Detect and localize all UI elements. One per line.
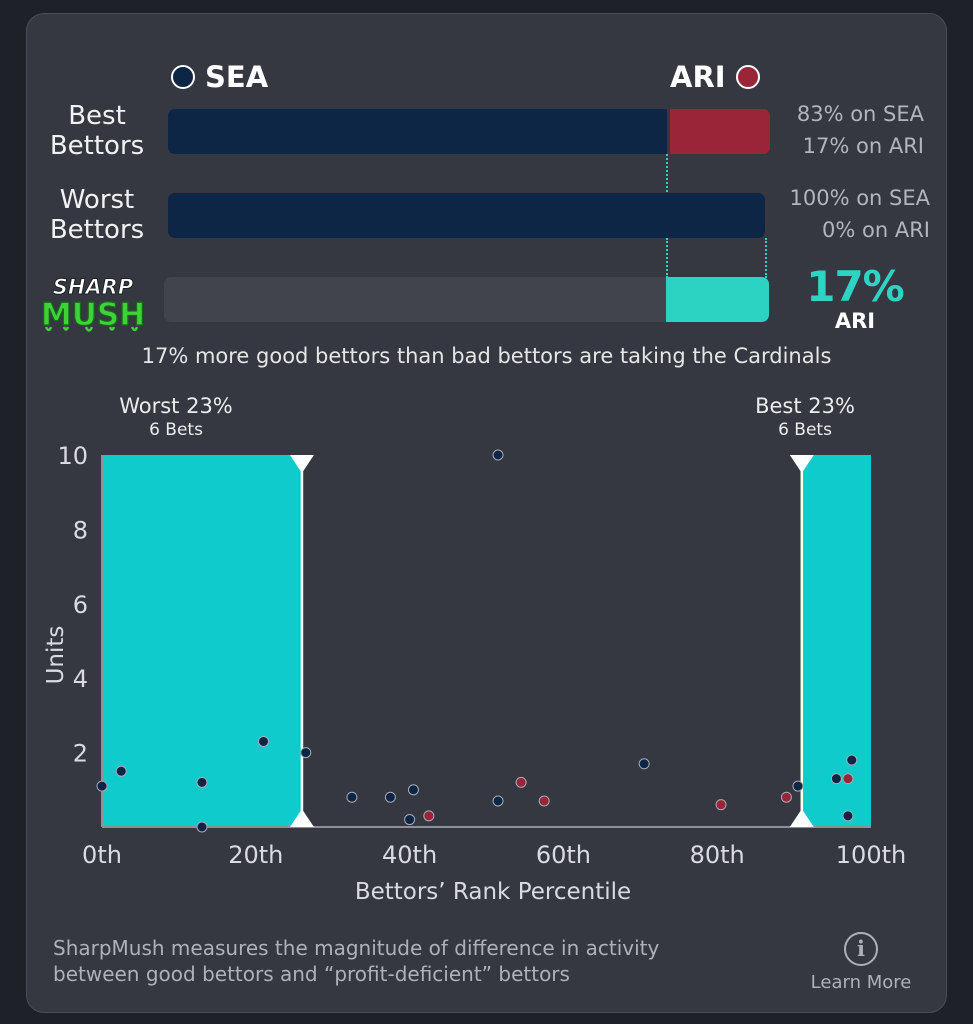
team-ari-header: ARI xyxy=(670,60,760,94)
data-point-sea xyxy=(115,765,127,777)
info-icon: i xyxy=(844,932,878,966)
data-point-ari xyxy=(423,810,435,822)
best-bettors-pct: 83% on SEA 17% on ARI xyxy=(796,102,924,158)
best-band-label: Best 23% 6 Bets xyxy=(755,394,855,440)
sharpmush-pct: 17% xyxy=(806,262,905,311)
mush-left-guide xyxy=(666,238,668,278)
x-axis-label: Bettors’ Rank Percentile xyxy=(355,879,631,905)
data-point-ari xyxy=(515,776,527,788)
data-point-ari xyxy=(715,799,727,811)
best-split-guide xyxy=(666,154,668,192)
y-tick-label: 6 xyxy=(73,591,88,619)
data-point-ari xyxy=(780,791,792,803)
data-point-sea xyxy=(492,795,504,807)
svg-text:MUSH: MUSH xyxy=(41,297,145,333)
x-tick-label: 60th xyxy=(536,841,591,869)
mush-right-guide xyxy=(765,238,767,278)
data-point-sea xyxy=(196,776,208,788)
band-boundary-bottom-triangle xyxy=(289,809,314,827)
best-bettors-sea-bar xyxy=(168,109,668,154)
sea-color-dot xyxy=(171,65,195,89)
y-axis-label: Units xyxy=(43,626,69,685)
data-point-sea xyxy=(346,791,358,803)
data-point-sea xyxy=(196,821,208,833)
data-point-sea xyxy=(846,754,858,766)
data-point-sea xyxy=(407,784,419,796)
data-point-sea xyxy=(842,810,854,822)
x-tick-label: 0th xyxy=(82,841,122,869)
data-point-ari xyxy=(842,773,854,785)
sharpmush-bar xyxy=(164,277,769,322)
band-boundary-bottom-triangle xyxy=(789,809,814,827)
worst-bettors-label: Worst Bettors xyxy=(49,185,145,245)
team-ari-abbr: ARI xyxy=(670,60,726,94)
best-bettors-split xyxy=(667,109,670,154)
worst-bettors-pct: 100% on SEA 0% on ARI xyxy=(789,186,930,242)
data-point-sea xyxy=(492,449,504,461)
x-tick-label: 80th xyxy=(690,841,745,869)
sharpmush-fill xyxy=(666,277,769,322)
band-boundary-top-triangle xyxy=(289,455,314,473)
footer-description: SharpMush measures the magnitude of diff… xyxy=(53,936,660,986)
sharpmush-summary: 17% more good bettors than bad bettors a… xyxy=(141,344,832,368)
team-sea-abbr: SEA xyxy=(205,60,269,94)
svg-text:SHARP: SHARP xyxy=(53,275,134,299)
x-tick-label: 100th xyxy=(836,841,906,869)
y-tick-label: 8 xyxy=(73,516,88,544)
x-tick-label: 20th xyxy=(228,841,283,869)
data-point-ari xyxy=(538,795,550,807)
ari-color-dot xyxy=(735,65,760,89)
data-point-sea xyxy=(792,780,804,792)
x-tick-label: 40th xyxy=(382,841,437,869)
data-point-sea xyxy=(384,791,396,803)
learn-more-label: Learn More xyxy=(810,972,912,993)
sharpmush-team: ARI xyxy=(834,309,876,333)
worst-bettors-bar xyxy=(168,193,765,238)
data-point-sea xyxy=(96,780,108,792)
data-point-sea xyxy=(638,758,650,770)
shaded-band-worst xyxy=(102,455,302,827)
sharpmush-logo: SHARP MUSH xyxy=(40,275,145,334)
team-sea-header: SEA xyxy=(171,60,268,94)
y-tick-label: 4 xyxy=(73,665,88,693)
best-bettors-label: Best Bettors xyxy=(49,101,145,161)
best-bettors-ari-bar xyxy=(668,109,770,154)
y-tick-label: 2 xyxy=(73,740,88,768)
data-point-sea xyxy=(404,814,416,826)
shaded-band-best xyxy=(801,455,871,827)
data-point-sea xyxy=(257,735,269,747)
y-tick-label: 10 xyxy=(57,442,88,470)
worst-band-label: Worst 23% 6 Bets xyxy=(119,394,233,440)
best-bettors-bar xyxy=(168,109,770,154)
data-point-sea xyxy=(300,747,312,759)
learn-more-button[interactable]: i Learn More xyxy=(806,932,916,993)
worst-bettors-sea-bar xyxy=(168,193,765,238)
data-point-sea xyxy=(830,773,842,785)
band-boundary-top-triangle xyxy=(789,455,814,473)
